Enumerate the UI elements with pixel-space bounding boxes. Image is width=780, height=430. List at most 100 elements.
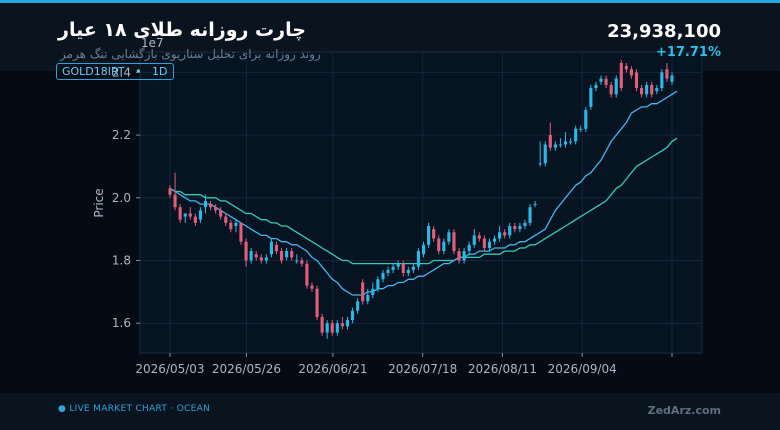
candle [193,213,197,227]
candle [650,81,654,98]
candle-body [569,141,573,143]
candle [513,222,517,233]
candle-body [498,232,502,239]
candle-body [406,269,410,274]
candle-body [376,279,380,289]
candle [406,266,410,277]
candle-body [366,294,370,302]
candle-body [188,213,192,217]
candle [594,81,598,92]
candle [340,316,344,330]
candle [614,75,618,98]
candle-body [269,241,273,255]
candle [467,241,471,255]
live-chart-label: ● LIVE MARKET CHART · OCEAN [58,404,211,414]
candle [548,122,552,151]
candle-body [168,188,172,195]
candle [462,247,466,264]
candle-body [427,226,431,245]
candle [203,194,208,214]
candle [279,247,284,264]
candle-body [239,222,243,242]
candle [320,313,324,336]
candle [579,125,583,132]
candle-body [310,285,314,289]
candle [249,247,253,264]
candle-body [386,269,390,274]
candle [447,229,451,245]
candle [330,320,334,336]
candle [259,254,263,264]
candle-body [320,316,324,333]
moving-average-lines [169,90,678,296]
y-tick-label: 2.0 [112,191,131,205]
y-tick-label: 2.2 [112,128,131,142]
candle [640,84,644,98]
candle-body [224,216,228,223]
candle [508,222,512,239]
candle [563,131,568,148]
x-tick-label: 2026/08/11 [468,362,537,376]
candle [609,81,613,98]
x-tick-label: 2026/05/03 [135,362,204,376]
candle [574,125,578,145]
candle-body [371,288,375,295]
x-tick-label: 2026/07/18 [388,362,457,376]
candle [427,222,431,248]
candle-body [340,323,344,327]
candle-body [614,78,618,95]
candle [224,213,228,227]
candle-body [264,257,268,261]
candle [482,235,486,252]
candle-body [604,78,608,85]
candle-body [467,244,471,252]
candle-body [416,251,421,267]
candle-body [437,238,441,252]
candle-body [472,235,476,245]
candle [188,207,192,220]
candle-body [503,232,507,236]
candle-body [315,288,319,317]
candle [589,84,593,111]
candlesticks [168,59,674,339]
candle-body [487,241,492,248]
candle-body [528,207,532,223]
candle [538,141,542,167]
candle-body [335,323,339,333]
y-axis-offset-label: 1e7 [141,36,164,50]
candle [381,269,385,283]
candle [350,307,355,324]
candle [416,247,421,270]
candle-body [518,226,522,230]
candle [361,279,365,305]
candle [239,222,243,245]
candle [315,285,319,321]
candle-body [624,66,628,70]
site-brand: ZedArz.com [647,404,721,417]
candle-body [234,222,238,227]
candle-body [173,194,177,208]
candle-body [660,72,664,89]
candle-body [629,69,634,76]
candle-body [396,263,400,267]
plot-area [139,51,703,354]
x-tick-label: 2026/06/21 [298,362,367,376]
candle-body [508,226,512,236]
candle [295,254,299,264]
candle [528,204,532,227]
candle-body [574,128,578,142]
candle [234,219,238,233]
candle-body [401,263,405,274]
candle-body [330,323,334,333]
candle-body [589,88,593,107]
candle [366,288,370,305]
candle-body [259,257,263,261]
candle-body [548,135,552,148]
candle-body [543,144,547,164]
x-tick-label: 2026/05/26 [212,362,281,376]
candle [183,213,187,223]
candle-body [594,84,598,89]
candle-body [634,72,639,89]
x-tick-label: 2026/09/04 [548,362,617,376]
